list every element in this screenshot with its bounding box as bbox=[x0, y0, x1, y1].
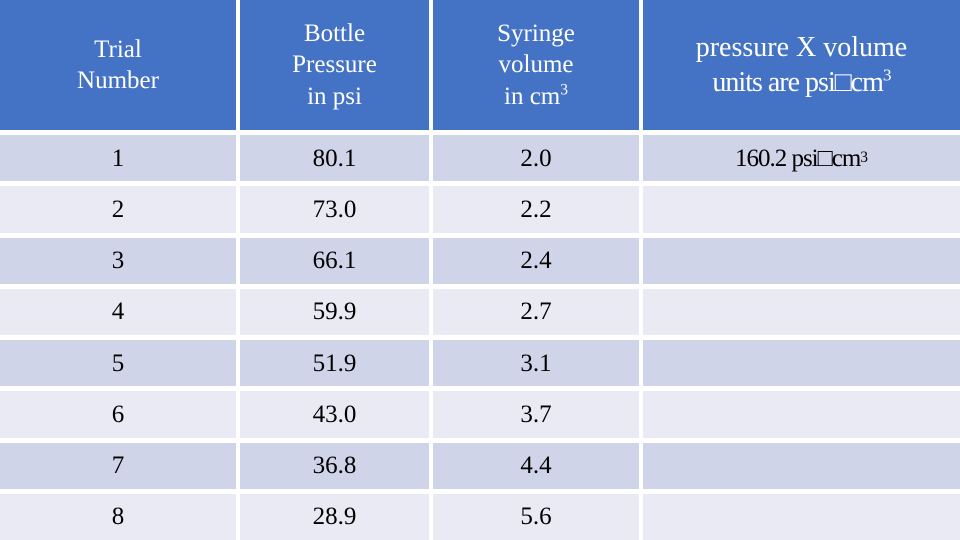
cell-volume-3: 2.4 bbox=[433, 237, 639, 284]
cell-trial-6: 6 bbox=[0, 391, 236, 438]
cell-pressure-8: 28.9 bbox=[240, 493, 429, 540]
cell-trial-1: 1 bbox=[0, 135, 236, 182]
cell-pressure-3: 66.1 bbox=[240, 237, 429, 284]
header-cell-bottle-pressure: Bottle Pressure in psi bbox=[240, 0, 429, 130]
cell-product-8 bbox=[643, 493, 960, 540]
header-cell-pressure-x-volume: pressure X volume units are psi□cm3 bbox=[643, 0, 960, 130]
cell-pressure-1: 80.1 bbox=[240, 135, 429, 182]
cell-product-2 bbox=[643, 186, 960, 233]
cell-product-5 bbox=[643, 340, 960, 387]
header-text-syringe-volume: Syringe volume in cm3 bbox=[497, 20, 575, 110]
cell-trial-7: 7 bbox=[0, 442, 236, 489]
cell-volume-6: 3.7 bbox=[433, 391, 639, 438]
cell-trial-8: 8 bbox=[0, 493, 236, 540]
cell-product-1: 160.2 psi□cm 3 bbox=[643, 135, 960, 182]
header-cell-trial-number: Trial Number bbox=[0, 0, 236, 130]
cell-trial-4: 4 bbox=[0, 288, 236, 335]
cell-trial-3: 3 bbox=[0, 237, 236, 284]
cell-volume-1: 2.0 bbox=[433, 135, 639, 182]
cell-product-3 bbox=[643, 237, 960, 284]
cell-volume-5: 3.1 bbox=[433, 340, 639, 387]
cell-pressure-7: 36.8 bbox=[240, 442, 429, 489]
cell-volume-7: 4.4 bbox=[433, 442, 639, 489]
cell-pressure-4: 59.9 bbox=[240, 288, 429, 335]
cell-volume-8: 5.6 bbox=[433, 493, 639, 540]
header-text-pressure-x-volume: pressure X volume units are psi□cm3 bbox=[695, 32, 908, 98]
header-text-trial-number: Trial Number bbox=[77, 35, 159, 94]
header-text-bottle-pressure: Bottle Pressure in psi bbox=[292, 20, 377, 110]
cell-trial-2: 2 bbox=[0, 186, 236, 233]
cell-trial-5: 5 bbox=[0, 340, 236, 387]
cell-pressure-5: 51.9 bbox=[240, 340, 429, 387]
cell-product-6 bbox=[643, 391, 960, 438]
cell-volume-4: 2.7 bbox=[433, 288, 639, 335]
cell-pressure-6: 43.0 bbox=[240, 391, 429, 438]
cell-product-4 bbox=[643, 288, 960, 335]
cell-pressure-2: 73.0 bbox=[240, 186, 429, 233]
cell-product-7 bbox=[643, 442, 960, 489]
header-cell-syringe-volume: Syringe volume in cm3 bbox=[433, 0, 639, 130]
cell-volume-2: 2.2 bbox=[433, 186, 639, 233]
